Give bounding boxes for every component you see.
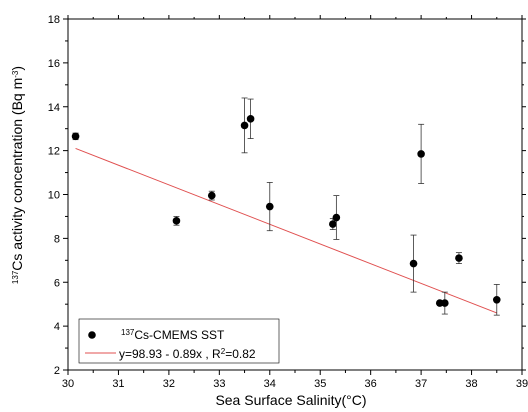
legend-fit-text: y=98.93 - 0.89x , R: [119, 347, 221, 361]
x-tick-label: 38: [465, 378, 477, 390]
y-axis: 2 4 6 8 10 12 14 16 18: [48, 14, 526, 377]
x-axis: 30 31 32 33 34 35 36 37 38 39: [62, 15, 528, 390]
y-tick-label: 6: [54, 277, 60, 289]
y-axis-title-isotope-sup: 137: [11, 270, 20, 284]
legend-series-label: 137Cs-CMEMS SST: [121, 328, 225, 343]
y-tick-label: 12: [48, 146, 60, 158]
x-tick-label: 32: [163, 378, 175, 390]
legend-series-sup: 137: [121, 328, 135, 337]
y-tick-label: 14: [48, 102, 60, 114]
fit-line: [75, 147, 497, 314]
x-axis-title: Sea Surface Salinity(°C): [215, 392, 366, 408]
data-point: [329, 220, 337, 228]
legend-fit-label: y=98.93 - 0.89x , R2=0.82: [119, 347, 256, 362]
legend: 137Cs-CMEMS SST y=98.93 - 0.89x , R2=0.8…: [78, 318, 280, 364]
x-tick-label: 30: [62, 378, 74, 390]
x-tick-label: 31: [112, 378, 124, 390]
fit-line-layer: [75, 147, 497, 314]
data-point: [71, 132, 80, 141]
data-point: [417, 150, 425, 158]
data-point: [207, 191, 216, 200]
data-point: [172, 217, 181, 225]
x-tick-label: 34: [264, 378, 276, 390]
y-tick-label: 18: [48, 14, 60, 26]
y-tick-label: 4: [54, 321, 60, 333]
data-point: [455, 254, 463, 262]
y-tick-label: 10: [48, 190, 60, 202]
legend-series-name: Cs-CMEMS SST: [134, 328, 225, 342]
x-tick-label: 36: [365, 378, 377, 390]
data-point: [246, 115, 255, 123]
data-point: [332, 213, 341, 222]
x-tick-label: 35: [314, 378, 326, 390]
x-tick-label: 33: [213, 378, 225, 390]
y-axis-title: 137Cs activity concentration (Bq m-3): [9, 66, 25, 284]
data-point: [441, 299, 449, 307]
data-point: [265, 202, 274, 211]
plot-area: [67, 18, 523, 371]
plot-frame: [67, 18, 523, 371]
data-point: [240, 121, 249, 130]
y-tick-label: 16: [48, 58, 60, 70]
x-tick-label: 37: [415, 378, 427, 390]
x-tick-label: 39: [516, 378, 528, 390]
legend-fit-sup: 2: [221, 347, 226, 356]
y-axis-title-unit-sup: -3: [11, 70, 20, 78]
data-points-layer: [71, 97, 501, 316]
data-point: [409, 259, 418, 268]
legend-fit-suffix: =0.82: [225, 347, 256, 361]
y-axis-title-main: Cs activity concentration (Bq m: [9, 78, 25, 271]
legend-marker: [88, 331, 96, 339]
data-point: [492, 296, 501, 304]
y-tick-label: 8: [54, 233, 60, 245]
legend-box: [78, 318, 280, 364]
y-tick-label: 2: [54, 365, 60, 377]
y-axis-title-suffix: ): [9, 66, 25, 71]
